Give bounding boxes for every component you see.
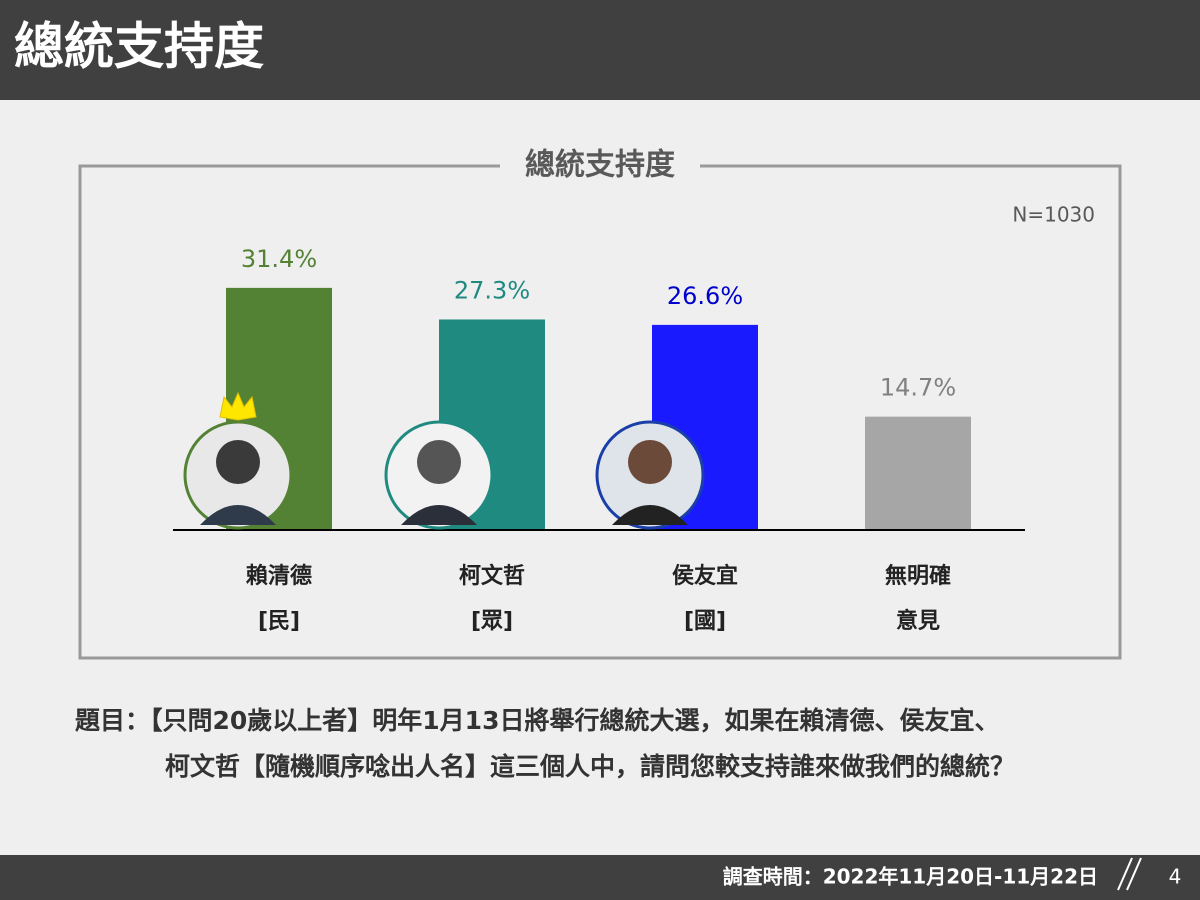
avatar-body (401, 505, 477, 525)
avatar-head (216, 440, 260, 484)
page-number: 4 (1169, 865, 1182, 889)
header-bar (0, 0, 1200, 100)
category-label: 賴清德 (246, 563, 312, 589)
chart-title: 總統支持度 (525, 148, 675, 183)
category-label: [國] (684, 609, 726, 634)
avatar-head (417, 440, 461, 484)
category-label: [民] (258, 609, 300, 634)
value-label: 31.4% (241, 245, 317, 273)
question-line: 題目：【只問20歲以上者】明年1月13日將舉行總統大選，如果在賴清德、侯友宜、 (75, 706, 999, 735)
value-label: 26.6% (667, 282, 743, 310)
sample-size: N=1030 (1012, 203, 1095, 227)
avatar-body (200, 505, 276, 525)
category-label: [眾] (471, 609, 513, 634)
avatar-head (628, 440, 672, 484)
value-label: 14.7% (880, 374, 956, 402)
category-label: 侯友宜 (672, 563, 738, 589)
avatars (183, 391, 705, 530)
survey-date: 調查時間：2022年11月20日-11月22日 (723, 865, 1098, 889)
divider (1117, 857, 1142, 891)
category-label: 意見 (896, 608, 940, 634)
bar (865, 416, 971, 530)
category-label: 柯文哲 (459, 563, 525, 589)
frame-gap (500, 150, 700, 182)
header-title: 總統支持度 (14, 18, 264, 76)
crown (219, 391, 257, 421)
avatar-body (612, 505, 688, 525)
category-label: 無明確 (885, 563, 951, 589)
footer-bar (0, 855, 1200, 900)
question-line: 柯文哲【隨機順序唸出人名】這三個人中，請問您較支持誰來做我們的總統？ (165, 752, 1015, 781)
value-label: 27.3% (454, 276, 530, 304)
